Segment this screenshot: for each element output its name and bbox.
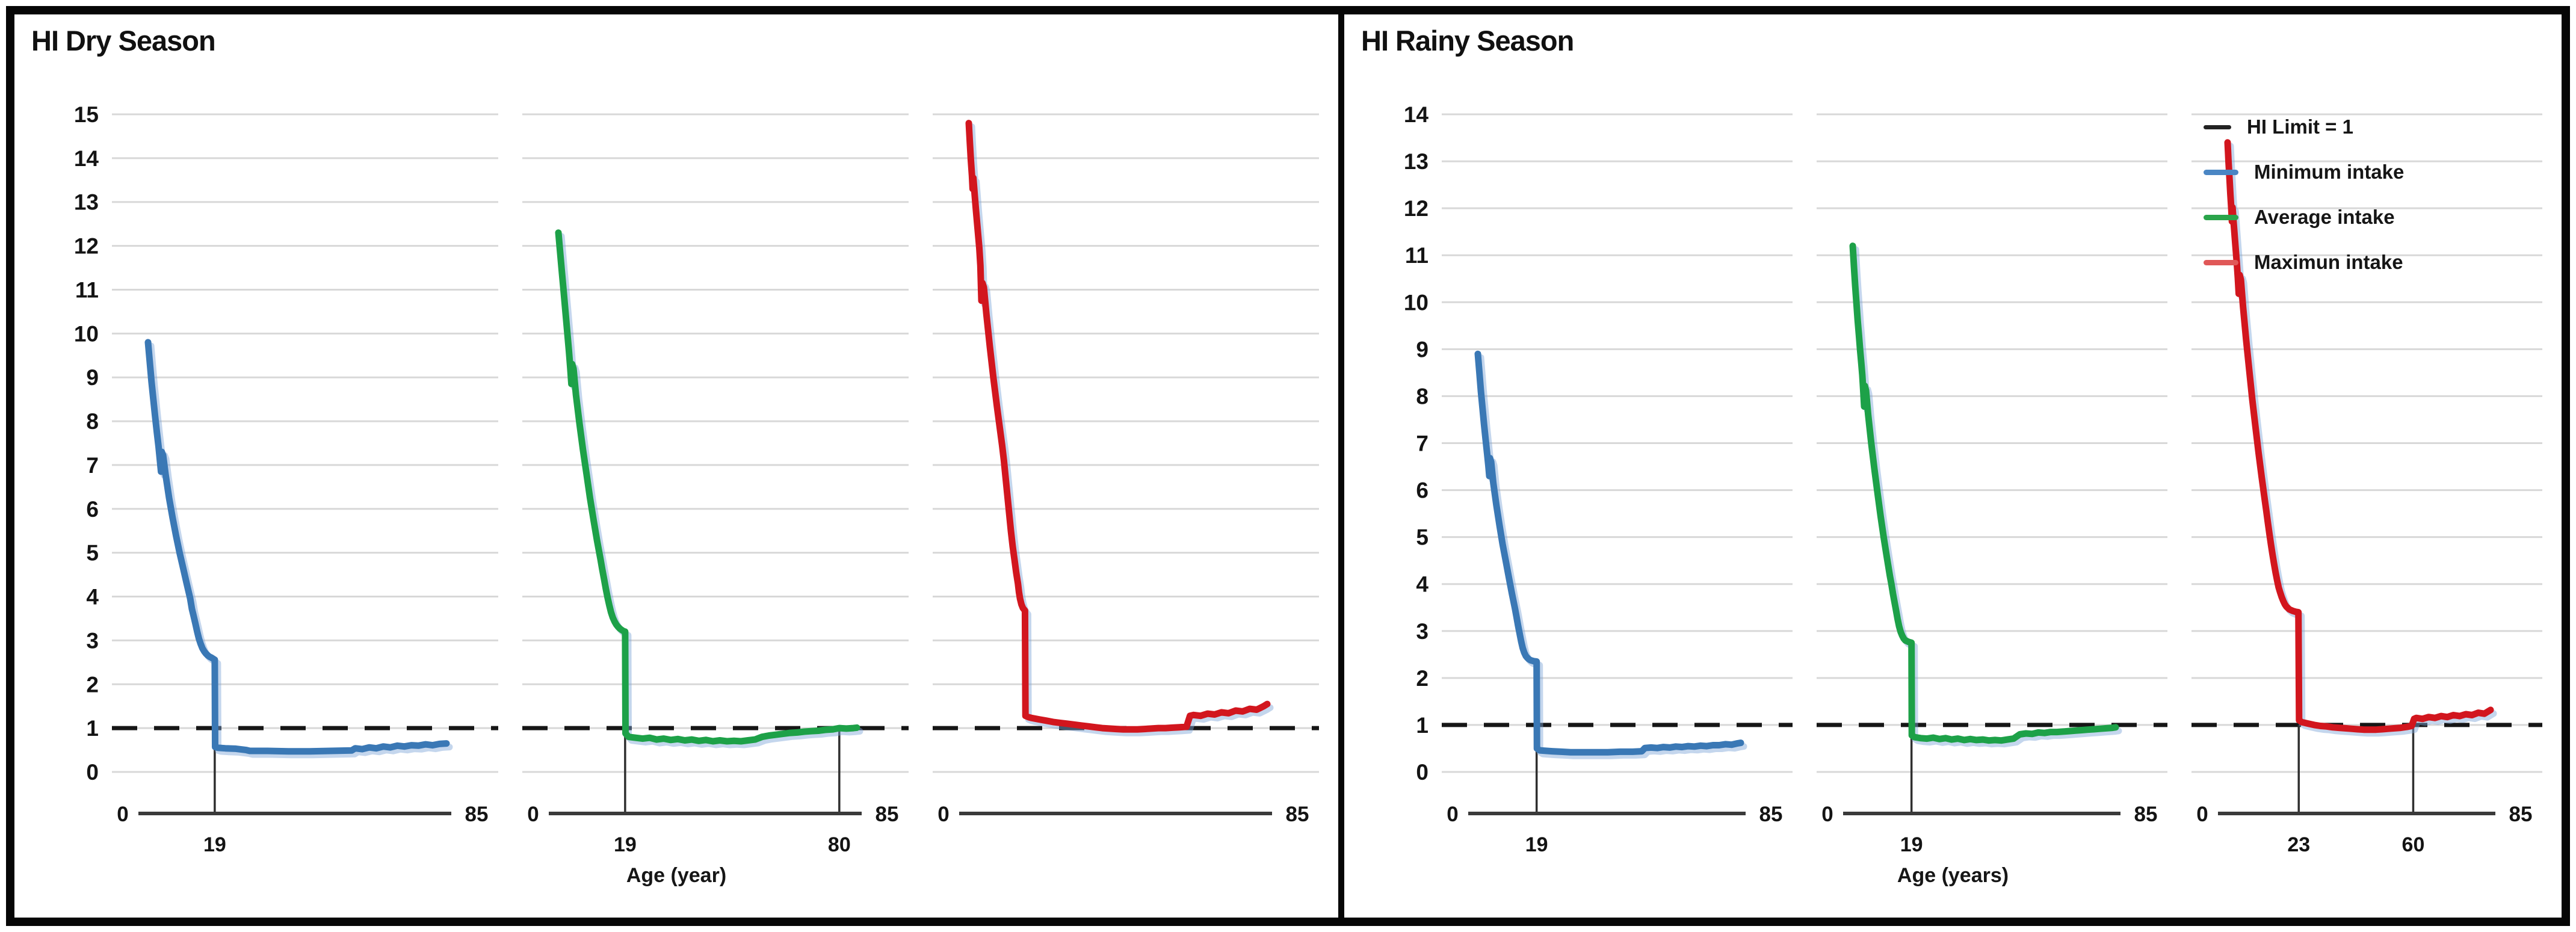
x-tick-start: 0	[1447, 803, 1458, 826]
x-tick-end: 85	[2134, 803, 2158, 826]
x-tick-end: 85	[2509, 803, 2533, 826]
panel-rainy-season: HI Rainy Season 14 13 12 11 10 9 8 7 6 5 4 3 2 1 0 19 0 8…	[1344, 14, 2562, 918]
x-tick-end: 85	[465, 803, 489, 826]
average-intake-swatch	[2204, 214, 2238, 220]
y-tick-label: 9	[86, 365, 99, 390]
legend-item-minimum-intake: Minimum intake	[2204, 161, 2404, 184]
hi-limit-swatch	[2204, 125, 2231, 129]
legend-label: Maximun intake	[2254, 251, 2403, 273]
legend-item-maximum-intake: Maximun intake	[2204, 251, 2404, 274]
series-line-dry-minimum-intake	[144, 339, 450, 755]
y-tick-label: 2	[86, 672, 99, 697]
y-tick-label: 12	[1404, 196, 1429, 221]
y-tick-label: 4	[86, 585, 99, 610]
y-tick-label: 1	[1416, 713, 1429, 738]
age-marker-label: 19	[1900, 833, 1923, 856]
chart-legend: HI Limit = 1 Minimum intake Average inta…	[2204, 116, 2404, 274]
series-line-rainy-minimum-intake	[1474, 350, 1744, 756]
y-tick-label: 14	[74, 146, 99, 171]
rainy-season-chart: 14 13 12 11 10 9 8 7 6 5 4 3 2 1 0 19 0 85 19 0 85 23 60 0 85	[1351, 72, 2554, 866]
y-tick-label: 13	[74, 190, 99, 215]
series-shadow	[968, 123, 1274, 736]
y-tick-label: 0	[1416, 760, 1429, 785]
panel-divider	[1338, 14, 1344, 918]
legend-item-average-intake: Average intake	[2204, 206, 2404, 229]
series-line-dry-average-intake	[555, 229, 860, 745]
x-tick-start: 0	[2196, 803, 2208, 826]
x-tick-start: 0	[1821, 803, 1833, 826]
x-axis-label-dry: Age (year)	[626, 864, 727, 887]
dry-season-chart: 15 14 13 12 11 10 9 8 7 6 5 4 3 2 1 0 19 0 85 19 80 0 85 0 85	[22, 72, 1331, 866]
y-tick-label: 3	[1416, 619, 1429, 644]
series-shadow	[1477, 354, 1747, 759]
x-tick-end: 85	[1759, 803, 1783, 826]
x-tick-start: 0	[937, 803, 949, 826]
y-tick-label: 10	[1404, 290, 1429, 315]
minimum-intake-swatch	[2204, 169, 2238, 175]
panel-dry-season: HI Dry Season 15 14 13 12 11 10 9 8 7 6 5 4 3 2 1 0 19 0 8…	[14, 14, 1338, 918]
x-tick-end: 85	[876, 803, 899, 826]
series-line-dry-maximum-intake	[965, 120, 1271, 733]
y-tick-label: 3	[86, 628, 99, 653]
y-tick-label: 13	[1404, 149, 1429, 174]
panel-title-dry: HI Dry Season	[31, 25, 216, 57]
age-marker-label: 19	[614, 833, 637, 856]
legend-item-hi-limit: HI Limit = 1	[2204, 116, 2404, 138]
y-tick-label: 4	[1416, 572, 1429, 597]
legend-label: Average intake	[2254, 206, 2395, 228]
age-marker-label: 19	[1525, 833, 1548, 856]
y-tick-label: 7	[86, 453, 99, 478]
y-tick-label: 7	[1416, 431, 1429, 456]
age-marker-label: 60	[2402, 833, 2425, 856]
y-tick-label: 9	[1416, 337, 1429, 362]
series-line-rainy-average-intake	[1849, 242, 2119, 744]
y-tick-label: 5	[1416, 525, 1429, 550]
y-tick-label: 1	[86, 716, 99, 741]
y-tick-label: 0	[86, 760, 99, 785]
x-axis-label-rainy: Age (years)	[1897, 864, 2009, 887]
maximum-intake-swatch	[2204, 259, 2238, 265]
series-line-rainy-maximum-intake	[2224, 139, 2494, 733]
y-tick-label: 8	[86, 409, 99, 434]
y-tick-label: 11	[1405, 243, 1429, 268]
x-tick-start: 0	[527, 803, 539, 826]
x-tick-end: 85	[1286, 803, 1309, 826]
y-tick-label: 2	[1416, 666, 1429, 691]
figure-frame: HI Dry Season 15 14 13 12 11 10 9 8 7 6 5 4 3 2 1 0 19 0 8…	[6, 6, 2570, 926]
y-tick-label: 14	[1404, 102, 1429, 127]
y-tick-label: 11	[75, 277, 99, 302]
series-shadow	[147, 342, 453, 759]
y-tick-label: 12	[74, 234, 99, 259]
y-tick-label: 10	[74, 321, 99, 346]
age-marker-label: 80	[828, 833, 851, 856]
series-shadow	[1852, 246, 2122, 748]
series-shadow	[558, 233, 863, 748]
panel-title-rainy: HI Rainy Season	[1361, 25, 1574, 57]
legend-label: HI Limit = 1	[2247, 116, 2353, 138]
y-tick-label: 6	[1416, 478, 1429, 503]
x-tick-start: 0	[117, 803, 128, 826]
y-tick-label: 6	[86, 497, 99, 522]
age-marker-label: 19	[203, 833, 226, 856]
y-tick-label: 8	[1416, 384, 1429, 409]
age-marker-label: 23	[2287, 833, 2310, 856]
y-tick-label: 5	[86, 541, 99, 566]
y-tick-label: 15	[74, 102, 99, 127]
legend-label: Minimum intake	[2254, 161, 2405, 183]
